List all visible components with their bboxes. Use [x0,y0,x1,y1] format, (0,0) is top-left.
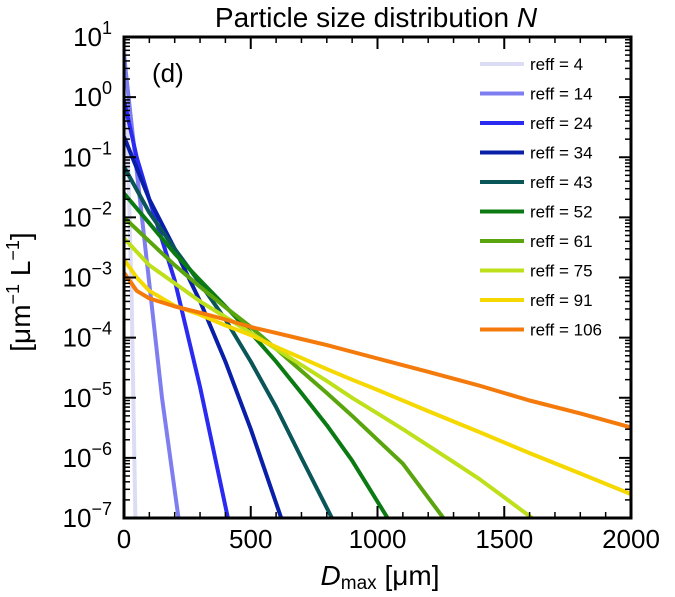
y-tick-label: 101 [73,18,112,52]
y-axis-label-exp2: −1 [3,240,23,261]
y-axis-label-end: ] [5,232,36,240]
x-tick-label: 500 [229,524,272,554]
y-tick-label: 10−7 [63,499,112,533]
series-line-9 [124,271,631,430]
y-tick-label: 10−4 [63,319,112,353]
y-tick-label: 10−5 [63,379,112,413]
x-axis-label: Dmax [μm] [321,560,440,594]
y-tick-label: 100 [73,78,112,112]
x-tick-label: 1000 [349,524,407,554]
y-axis-label-mid: L [5,261,36,284]
legend-label-8: reff = 91 [530,291,593,310]
series-line-7 [124,236,534,518]
panel-label: (d) [152,58,184,88]
y-tick-label: 10−6 [63,439,112,473]
legend-label-5: reff = 52 [530,203,593,222]
chart-title-symbol: N [517,2,538,33]
y-tick-label: 10−2 [63,198,112,232]
legend: reff = 4 reff = 14 reff = 24 reff = 34 reff … [480,55,602,340]
series-line-8 [124,258,631,496]
x-axis-label-subscript: max [341,573,377,594]
legend-label-7: reff = 75 [530,262,593,281]
legend-label-3: reff = 34 [530,144,593,163]
legend-label-2: reff = 24 [530,114,593,133]
ticks-layer: 0 500 1000 1500 2000 10−7 10−6 10−5 10−4 10−3 10−2… [63,18,660,554]
legend-label-6: reff = 61 [530,232,593,251]
chart-title-text: Particle size distribution [215,2,509,33]
x-axis-label-unit: [μm] [384,560,439,591]
x-axis-label-symbol: D [321,560,341,591]
y-tick-label: 10−1 [63,138,112,172]
legend-label-4: reff = 43 [530,173,593,192]
y-axis-label-main: [μm [5,304,36,351]
y-tick-label: 10−3 [63,259,112,293]
series-line-5 [124,192,390,518]
chart-title: Particle size distribution N [215,2,538,33]
legend-label-0: reff = 4 [530,55,583,74]
x-tick-label: 1500 [475,524,533,554]
y-axis-label-exp1: −1 [3,284,23,305]
plot-frame [122,35,633,520]
x-tick-label: 0 [117,524,131,554]
legend-label-1: reff = 14 [530,85,593,104]
y-axis-label: [μm−1 L−1] [3,232,36,351]
legend-label-9: reff = 106 [530,321,602,340]
x-tick-label: 2000 [602,524,660,554]
